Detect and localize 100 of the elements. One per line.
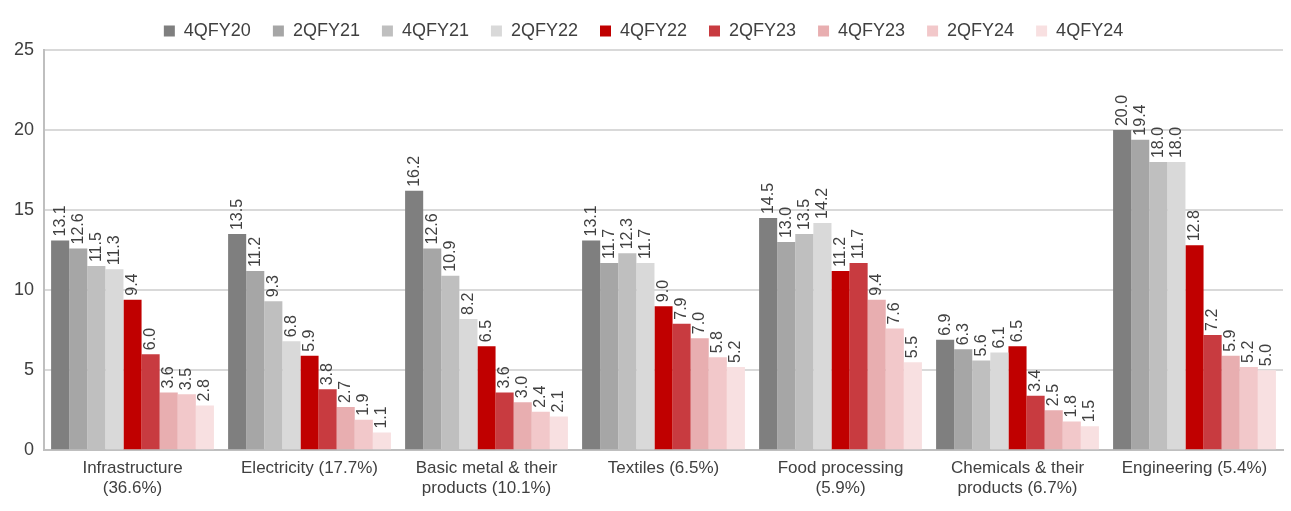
y-tick-label: 25 xyxy=(13,38,35,59)
x-tick-label: Basic metal & their products (10.1%) xyxy=(415,458,558,498)
legend-label: 4QFY22 xyxy=(619,19,688,40)
bar xyxy=(69,248,88,450)
bar xyxy=(1239,366,1258,450)
legend-label: 2QFY21 xyxy=(292,19,360,40)
data-label: 5.9 xyxy=(299,329,317,352)
bar xyxy=(372,432,391,450)
bar xyxy=(459,318,478,450)
bar xyxy=(1257,370,1276,450)
data-label: 20.0 xyxy=(1112,94,1130,127)
bar xyxy=(51,240,70,450)
bar xyxy=(777,242,796,450)
bar xyxy=(726,366,745,450)
bar xyxy=(159,392,178,450)
data-label: 9.4 xyxy=(122,273,140,296)
x-tick-label: Infrastructure (36.6%) xyxy=(82,458,183,498)
data-label: 7.9 xyxy=(672,297,690,320)
bar xyxy=(423,248,442,450)
bar xyxy=(1080,426,1099,450)
bar xyxy=(954,349,973,450)
data-label: 7.2 xyxy=(1203,308,1220,331)
bar xyxy=(513,402,532,450)
bar xyxy=(1062,421,1081,450)
x-tick-label: Chemicals & their products (6.7%) xyxy=(950,458,1085,498)
bar xyxy=(531,411,550,450)
data-label: 5.5 xyxy=(903,335,921,359)
data-label: 6.3 xyxy=(953,323,971,346)
data-label: 3.5 xyxy=(177,367,195,391)
data-label: 3.0 xyxy=(513,375,531,399)
data-label: 5.2 xyxy=(1239,340,1257,363)
data-label: 3.6 xyxy=(495,366,513,389)
legend-label: 4QFY23 xyxy=(838,19,906,40)
bar xyxy=(849,262,868,450)
data-label: 18.0 xyxy=(1148,126,1166,159)
data-label: 13.1 xyxy=(50,205,68,237)
data-label: 12.6 xyxy=(422,213,440,245)
bar xyxy=(177,394,196,450)
data-label: 2.5 xyxy=(1044,383,1062,407)
bar xyxy=(654,306,673,450)
data-label: 5.0 xyxy=(1257,343,1275,367)
y-tick-label: 15 xyxy=(13,199,35,220)
data-label: 18.0 xyxy=(1166,126,1184,159)
data-label: 12.8 xyxy=(1184,210,1202,242)
bar xyxy=(477,346,496,450)
bar xyxy=(1131,139,1150,450)
x-tick-label: Engineering (5.4%) xyxy=(1121,458,1268,478)
bar xyxy=(831,270,850,450)
legend-label: 4QFY24 xyxy=(1056,19,1124,40)
data-label: 11.2 xyxy=(245,236,263,267)
data-label: 6.8 xyxy=(281,315,299,338)
bar xyxy=(300,355,319,450)
bar xyxy=(141,354,160,450)
data-label: 11.5 xyxy=(86,232,104,263)
data-label: 11.7 xyxy=(635,228,653,259)
bar xyxy=(1185,245,1204,450)
bar xyxy=(1221,355,1240,450)
bar xyxy=(936,339,955,450)
bar xyxy=(495,392,514,450)
bar xyxy=(903,362,922,450)
bar xyxy=(672,323,691,450)
x-tick-label: Electricity (17.7%) xyxy=(241,458,379,478)
bar xyxy=(549,416,568,450)
data-label: 13.5 xyxy=(794,198,812,231)
data-label: 14.5 xyxy=(758,182,776,215)
bar xyxy=(195,405,214,450)
data-label: 7.6 xyxy=(885,302,903,325)
bar xyxy=(759,218,778,450)
bar xyxy=(990,352,1009,450)
bar xyxy=(867,299,886,450)
legend-label: 4QFY20 xyxy=(183,19,251,40)
data-label: 13.1 xyxy=(581,205,599,237)
data-label: 9.4 xyxy=(867,273,885,296)
bar xyxy=(708,357,727,450)
bar xyxy=(690,338,709,450)
y-tick-label: 10 xyxy=(13,279,35,300)
data-label: 2.8 xyxy=(195,379,213,402)
data-label: 5.8 xyxy=(708,331,726,354)
data-label: 5.6 xyxy=(971,334,989,357)
bar xyxy=(246,270,265,450)
x-tick-label: Food processing (5.9%) xyxy=(777,458,904,498)
bar xyxy=(1203,334,1222,450)
bar xyxy=(885,328,904,450)
bar xyxy=(582,240,601,450)
bar xyxy=(336,406,355,450)
data-label: 1.8 xyxy=(1062,395,1080,418)
data-label: 6.1 xyxy=(989,326,1007,349)
data-label: 1.9 xyxy=(354,393,372,416)
data-label: 9.3 xyxy=(263,274,281,298)
bar xyxy=(405,190,424,450)
bar xyxy=(600,262,619,450)
data-label: 11.7 xyxy=(599,228,617,259)
data-label: 3.8 xyxy=(318,363,336,386)
x-tick-label: Textiles (6.5%) xyxy=(607,458,720,478)
data-label: 2.1 xyxy=(549,390,567,413)
data-label: 13.0 xyxy=(776,206,794,239)
data-label: 6.0 xyxy=(141,327,159,351)
bar xyxy=(282,341,301,450)
data-label: 19.4 xyxy=(1130,104,1148,136)
y-tick-label: 0 xyxy=(24,439,35,460)
